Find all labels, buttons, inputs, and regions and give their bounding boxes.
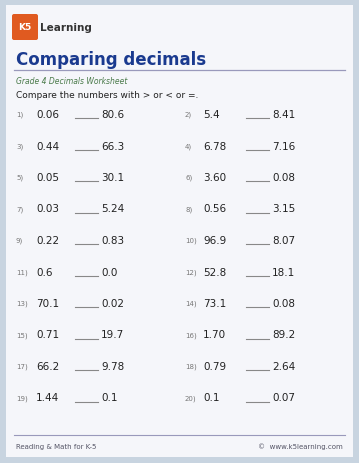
Text: 19.7: 19.7 [101,330,124,340]
Text: 89.2: 89.2 [272,330,295,340]
Text: ©  www.k5learning.com: © www.k5learning.com [258,443,343,450]
Text: 0.08: 0.08 [272,173,295,182]
Text: 13): 13) [16,300,28,307]
Text: 0.07: 0.07 [272,393,295,403]
Text: 12): 12) [185,269,197,275]
Text: 14): 14) [185,300,197,307]
Text: 3.15: 3.15 [272,204,295,214]
Text: 8.07: 8.07 [272,236,295,245]
Text: 0.1: 0.1 [101,393,117,403]
Text: 17): 17) [16,363,28,369]
Text: 0.06: 0.06 [36,110,59,120]
Text: Reading & Math for K-5: Reading & Math for K-5 [16,443,96,449]
Text: 0.44: 0.44 [36,141,59,151]
Text: 0.22: 0.22 [36,236,59,245]
Text: 5.24: 5.24 [101,204,124,214]
Text: 0.08: 0.08 [272,298,295,308]
Text: K5: K5 [18,24,32,32]
Text: 2): 2) [185,112,192,118]
Text: 73.1: 73.1 [203,298,226,308]
FancyBboxPatch shape [12,15,38,41]
Text: 6.78: 6.78 [203,141,226,151]
Text: 11): 11) [16,269,28,275]
Text: 96.9: 96.9 [203,236,226,245]
Text: 9.78: 9.78 [101,361,124,371]
Text: 1): 1) [16,112,23,118]
Text: 52.8: 52.8 [203,267,226,277]
Text: 19): 19) [16,394,28,401]
Text: 0.83: 0.83 [101,236,124,245]
Text: Grade 4 Decimals Worksheet: Grade 4 Decimals Worksheet [16,76,127,85]
Text: 0.02: 0.02 [101,298,124,308]
Text: 0.56: 0.56 [203,204,226,214]
Text: 5.4: 5.4 [203,110,220,120]
Text: 0.05: 0.05 [36,173,59,182]
Text: 0.0: 0.0 [101,267,117,277]
Text: 0.6: 0.6 [36,267,52,277]
Text: Comparing decimals: Comparing decimals [16,51,206,69]
Text: 8): 8) [185,206,192,213]
Text: 66.3: 66.3 [101,141,124,151]
Text: 1.44: 1.44 [36,393,59,403]
Text: 0.03: 0.03 [36,204,59,214]
Text: 30.1: 30.1 [101,173,124,182]
Text: 8.41: 8.41 [272,110,295,120]
Text: 0.1: 0.1 [203,393,219,403]
Text: 10): 10) [185,237,197,244]
Text: 70.1: 70.1 [36,298,59,308]
Text: 2.64: 2.64 [272,361,295,371]
Text: 18): 18) [185,363,197,369]
Text: 18.1: 18.1 [272,267,295,277]
Text: 1.70: 1.70 [203,330,226,340]
Text: Learning: Learning [40,23,92,33]
Text: 80.6: 80.6 [101,110,124,120]
Text: 7): 7) [16,206,23,213]
Text: 9): 9) [16,237,23,244]
Text: 15): 15) [16,332,28,338]
Text: 4): 4) [185,143,192,150]
FancyBboxPatch shape [6,6,353,457]
Text: 66.2: 66.2 [36,361,59,371]
Text: 7.16: 7.16 [272,141,295,151]
Text: 5): 5) [16,175,23,181]
Text: 3): 3) [16,143,23,150]
Text: 6): 6) [185,175,192,181]
Text: 0.79: 0.79 [203,361,226,371]
Text: 3.60: 3.60 [203,173,226,182]
Text: Compare the numbers with > or < or =.: Compare the numbers with > or < or =. [16,91,199,100]
Text: 16): 16) [185,332,197,338]
Text: 20): 20) [185,394,197,401]
Text: 0.71: 0.71 [36,330,59,340]
